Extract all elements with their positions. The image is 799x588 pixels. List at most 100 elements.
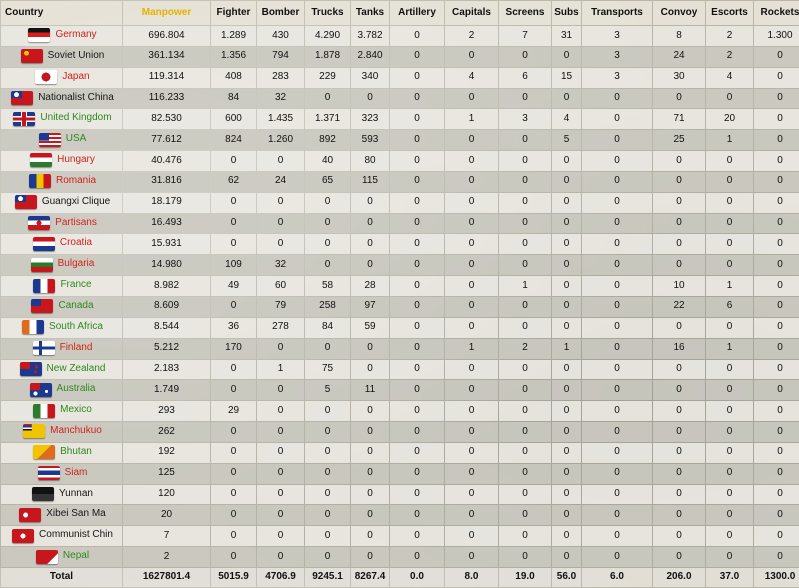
table-row[interactable]: Nepal 2 0 0 0 0 0 0 0 0 0 0 0 0 [1,547,799,567]
column-header-transports[interactable]: Transports [582,1,652,25]
country-cell[interactable]: Communist Chin [1,526,122,547]
country-cell[interactable]: South Africa [1,317,122,338]
country-name: Siam [64,466,88,478]
table-row[interactable]: Xibei San Ma 20 0 0 0 0 0 0 0 0 0 0 0 0 [1,505,799,526]
bomber-cell: 0 [257,192,304,213]
trucks-cell: 4.290 [305,26,350,46]
table-row[interactable]: Guangxi Clique 18.179 0 0 0 0 0 0 0 0 0 0 0 0 [1,192,799,213]
screens-cell: 0 [499,46,551,67]
column-header-trucks[interactable]: Trucks [305,1,350,25]
table-row[interactable]: Soviet Union 361.134 1.356 794 1.878 2.840 0 0 0… [1,46,799,67]
fighter-cell: 62 [211,171,256,192]
column-header-artillery[interactable]: Artillery [390,1,444,25]
country-cell[interactable]: Yunnan [1,484,122,505]
rockets-cell: 0 [754,422,799,442]
table-row[interactable]: Mexico 293 29 0 0 0 0 0 0 0 0 0 0 0 [1,401,799,422]
country-cell[interactable]: Croatia [1,234,122,255]
country-cell[interactable]: Partisans [1,213,122,234]
table-row[interactable]: Nationalist China 116.233 84 32 0 0 0 0 0 0 0 0 0 0 [1,88,799,109]
country-cell[interactable]: United Kingdom [1,109,122,130]
transports-cell: 0 [582,171,652,192]
column-header-bomber[interactable]: Bomber [257,1,304,25]
artillery-cell: 0 [390,255,444,276]
table-row[interactable]: Bhutan 192 0 0 0 0 0 0 0 0 0 0 0 0 [1,442,799,463]
table-row[interactable]: Germany 696.804 1.289 430 4.290 3.782 0 2 7 31 3 8 2… [1,26,799,46]
country-cell[interactable]: Germany [1,26,122,46]
country-cell[interactable]: Finland [1,338,122,359]
rockets-cell: 0 [754,67,799,88]
country-cell[interactable]: Mexico [1,401,122,422]
country-cell[interactable]: Nationalist China [1,88,122,109]
table-row[interactable]: Japan 119.314 408 283 229 340 0 4 6 15 3 30 4 0 [1,67,799,88]
artillery-cell: 0 [390,213,444,234]
table-row[interactable]: Hungary 40.476 0 0 40 80 0 0 0 0 0 0 0 0 [1,151,799,171]
country-cell[interactable]: Siam [1,463,122,484]
screens-cell: 0 [499,463,551,484]
total-capitals: 8.0 [445,567,498,587]
country-cell[interactable]: Xibei San Ma [1,505,122,526]
capitals-cell: 0 [445,547,498,567]
country-cell[interactable]: Bhutan [1,442,122,463]
table-row[interactable]: United Kingdom 82.530 600 1.435 1.371 323 0 1 3 4… [1,109,799,130]
country-cell[interactable]: USA [1,130,122,151]
column-header-subs[interactable]: Subs [552,1,581,25]
country-cell[interactable]: Soviet Union [1,46,122,67]
tanks-cell: 0 [351,338,389,359]
subs-cell: 0 [552,276,581,296]
bomber-cell: 0 [257,526,304,547]
transports-cell: 0 [582,276,652,296]
table-row[interactable]: USA 77.612 824 1.260 892 593 0 0 0 5 0 25 1 0 [1,130,799,151]
transports-cell: 3 [582,67,652,88]
column-header-convoy[interactable]: Convoy [653,1,705,25]
country-cell[interactable]: Romania [1,171,122,192]
australia-flag [29,382,52,397]
country-cell[interactable]: New Zealand [1,359,122,380]
table-row[interactable]: Finland 5.212 170 0 0 0 0 1 2 1 0 16 1 0 [1,338,799,359]
column-header-manpower[interactable]: Manpower [123,1,210,25]
bomber-cell: 0 [257,380,304,401]
table-row[interactable]: Partisans 16.493 0 0 0 0 0 0 0 0 0 0 0 0 [1,213,799,234]
country-cell[interactable]: Hungary [1,151,122,171]
table-row[interactable]: Manchukuo 262 0 0 0 0 0 0 0 0 0 0 0 0 [1,422,799,442]
country-name: Bulgaria [57,258,95,270]
new-zealand-flag [19,361,42,376]
country-cell[interactable]: Australia [1,380,122,401]
country-cell[interactable]: Guangxi Clique [1,192,122,213]
country-cell[interactable]: Canada [1,296,122,317]
column-header-escorts[interactable]: Escorts [706,1,753,25]
table-row[interactable]: New Zealand 2.183 0 1 75 0 0 0 0 0 0 0 0 0 [1,359,799,380]
bomber-cell: 0 [257,484,304,505]
tanks-cell: 3.782 [351,26,389,46]
column-header-screens[interactable]: Screens [499,1,551,25]
country-cell[interactable]: Manchukuo [1,422,122,442]
table-row[interactable]: France 8.982 49 60 58 28 0 0 1 0 0 10 1 0 [1,276,799,296]
table-row[interactable]: Siam 125 0 0 0 0 0 0 0 0 0 0 0 0 [1,463,799,484]
table-row[interactable]: Bulgaria 14.980 109 32 0 0 0 0 0 0 0 0 0 0 [1,255,799,276]
column-header-country[interactable]: Country [1,1,122,25]
convoy-cell: 0 [653,547,705,567]
country-cell[interactable]: Japan [1,67,122,88]
subs-cell: 0 [552,442,581,463]
fighter-cell: 0 [211,442,256,463]
table-row[interactable]: Australia 1.749 0 0 5 11 0 0 0 0 0 0 0 0 [1,380,799,401]
country-cell[interactable]: Bulgaria [1,255,122,276]
column-header-capitals[interactable]: Capitals [445,1,498,25]
capitals-cell: 0 [445,442,498,463]
table-row[interactable]: Communist Chin 7 0 0 0 0 0 0 0 0 0 0 0 0 [1,526,799,547]
column-header-fighter[interactable]: Fighter [211,1,256,25]
table-row[interactable]: Canada 8.609 0 79 258 97 0 0 0 0 0 22 6 0 [1,296,799,317]
bomber-cell: 0 [257,505,304,526]
fighter-cell: 0 [211,547,256,567]
escorts-cell: 0 [706,484,753,505]
column-header-rockets[interactable]: Rockets [754,1,799,25]
total-manpower: 1627801.4 [123,567,210,587]
country-name: Bhutan [60,445,92,457]
country-cell[interactable]: France [1,276,122,296]
table-row[interactable]: Romania 31.816 62 24 65 115 0 0 0 0 0 0 0 0 [1,171,799,192]
table-row[interactable]: South Africa 8.544 36 278 84 59 0 0 0 0 0 0 0 0 [1,317,799,338]
table-row[interactable]: Yunnan 120 0 0 0 0 0 0 0 0 0 0 0 0 [1,484,799,505]
country-cell[interactable]: Nepal [1,547,122,567]
subs-cell: 0 [552,296,581,317]
column-header-tanks[interactable]: Tanks [351,1,389,25]
table-row[interactable]: Croatia 15.931 0 0 0 0 0 0 0 0 0 0 0 0 [1,234,799,255]
